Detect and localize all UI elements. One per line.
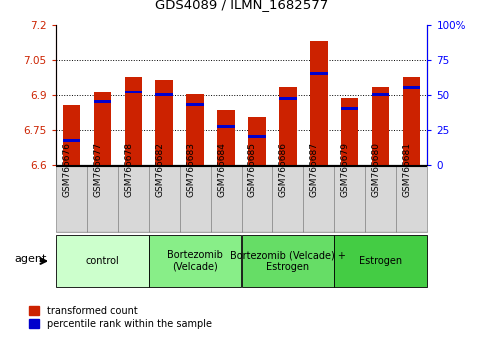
Bar — [334, 166, 366, 232]
Bar — [211, 166, 242, 232]
Bar — [186, 93, 203, 165]
Text: GDS4089 / ILMN_1682577: GDS4089 / ILMN_1682577 — [155, 0, 328, 11]
Bar — [341, 98, 358, 165]
Text: GSM766679: GSM766679 — [341, 142, 350, 197]
Text: GSM766681: GSM766681 — [403, 142, 412, 197]
Text: Estrogen: Estrogen — [359, 256, 402, 266]
Bar — [149, 166, 180, 232]
Bar — [311, 72, 327, 75]
Text: agent: agent — [14, 253, 46, 263]
Bar — [303, 166, 334, 232]
Bar — [56, 166, 86, 232]
Text: GSM766686: GSM766686 — [279, 142, 288, 197]
Text: GSM766685: GSM766685 — [248, 142, 257, 197]
Bar — [156, 80, 172, 165]
Bar — [242, 166, 272, 232]
Bar — [217, 110, 235, 165]
Bar — [372, 93, 389, 96]
Bar — [156, 93, 172, 96]
Bar — [94, 92, 111, 165]
Text: GSM766683: GSM766683 — [186, 142, 195, 197]
Text: GSM766676: GSM766676 — [62, 142, 71, 197]
Text: Bortezomib
(Velcade): Bortezomib (Velcade) — [167, 250, 223, 272]
Legend: transformed count, percentile rank within the sample: transformed count, percentile rank withi… — [29, 306, 212, 329]
Bar — [341, 107, 358, 110]
Text: Bortezomib (Velcade) +
Estrogen: Bortezomib (Velcade) + Estrogen — [230, 250, 346, 272]
Bar — [125, 91, 142, 93]
Bar — [272, 166, 303, 232]
Text: GSM766684: GSM766684 — [217, 142, 226, 197]
Text: GSM766677: GSM766677 — [93, 142, 102, 197]
Bar — [248, 135, 266, 138]
Bar — [280, 86, 297, 165]
Bar — [62, 105, 80, 165]
Bar — [94, 100, 111, 103]
Bar — [86, 166, 117, 232]
Text: GSM766682: GSM766682 — [155, 142, 164, 197]
Bar — [403, 77, 421, 165]
Bar — [62, 139, 80, 142]
Text: GSM766687: GSM766687 — [310, 142, 319, 197]
Text: GSM766678: GSM766678 — [124, 142, 133, 197]
Bar — [334, 235, 427, 287]
Text: control: control — [85, 256, 119, 266]
Bar — [242, 235, 334, 287]
Bar — [117, 166, 149, 232]
Bar — [311, 41, 327, 165]
Bar — [180, 166, 211, 232]
Bar — [280, 97, 297, 100]
Bar — [217, 125, 235, 128]
Bar — [366, 166, 397, 232]
Bar — [56, 235, 149, 287]
Bar — [397, 166, 427, 232]
Bar — [372, 86, 389, 165]
Bar — [403, 86, 421, 89]
Bar — [186, 103, 203, 106]
Bar — [149, 235, 242, 287]
Text: GSM766680: GSM766680 — [372, 142, 381, 197]
Bar — [248, 117, 266, 165]
Bar — [125, 77, 142, 165]
